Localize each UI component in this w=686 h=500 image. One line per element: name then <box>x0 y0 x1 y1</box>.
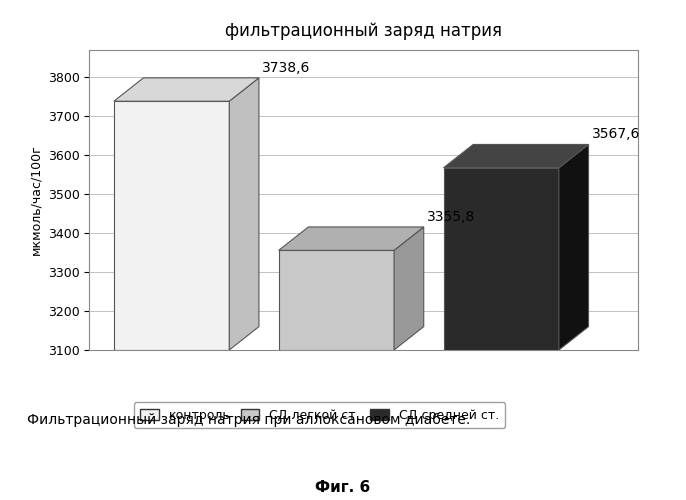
Text: 3567,6: 3567,6 <box>592 128 640 141</box>
Y-axis label: мкмоль/час/100г: мкмоль/час/100г <box>29 144 42 256</box>
Text: 3738,6: 3738,6 <box>262 60 311 74</box>
Polygon shape <box>444 144 589 168</box>
Polygon shape <box>229 78 259 350</box>
Polygon shape <box>114 78 259 101</box>
Polygon shape <box>559 144 589 350</box>
Legend: контроль, СД легкой ст., СД средней ст.: контроль, СД легкой ст., СД средней ст. <box>134 402 506 427</box>
Polygon shape <box>394 227 424 350</box>
Polygon shape <box>279 250 394 350</box>
Text: Фильтрационный заряд натрия при аллоксановом диабете.: Фильтрационный заряд натрия при аллоксан… <box>27 412 471 426</box>
Polygon shape <box>114 101 229 350</box>
Polygon shape <box>279 227 424 250</box>
Text: 3355,8: 3355,8 <box>427 210 475 224</box>
Text: Фиг. 6: Фиг. 6 <box>316 480 370 495</box>
Title: фильтрационный заряд натрия: фильтрационный заряд натрия <box>225 22 502 40</box>
Polygon shape <box>444 168 559 350</box>
